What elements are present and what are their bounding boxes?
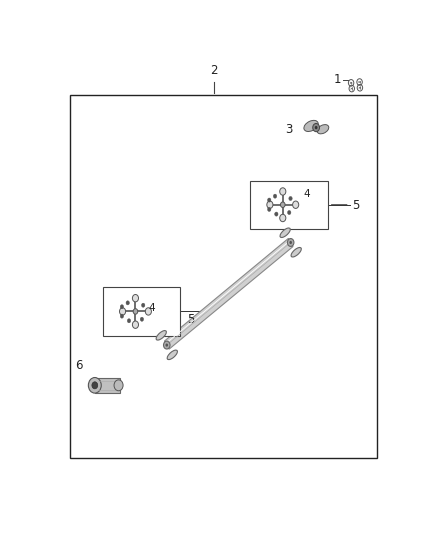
Circle shape — [293, 201, 299, 208]
Circle shape — [268, 207, 271, 212]
Circle shape — [313, 124, 320, 132]
Circle shape — [315, 126, 318, 129]
Circle shape — [280, 188, 286, 195]
Text: 4: 4 — [148, 303, 155, 313]
Circle shape — [126, 301, 129, 305]
Circle shape — [114, 380, 123, 391]
Ellipse shape — [156, 330, 166, 340]
Circle shape — [92, 382, 98, 389]
Circle shape — [127, 319, 131, 323]
Circle shape — [268, 198, 271, 202]
Text: 4: 4 — [303, 189, 310, 199]
Circle shape — [120, 314, 124, 318]
Bar — [250, 181, 328, 229]
Text: 2: 2 — [210, 64, 217, 77]
Text: 5: 5 — [187, 313, 194, 326]
Circle shape — [141, 303, 145, 307]
Circle shape — [267, 201, 273, 208]
Ellipse shape — [317, 125, 329, 134]
Circle shape — [133, 309, 138, 314]
Circle shape — [280, 202, 285, 207]
Text: 3: 3 — [285, 123, 293, 136]
Circle shape — [120, 305, 124, 309]
Circle shape — [163, 341, 170, 349]
Polygon shape — [164, 238, 293, 349]
Circle shape — [287, 211, 291, 215]
Circle shape — [145, 308, 152, 315]
Circle shape — [166, 343, 168, 346]
Text: 5: 5 — [352, 199, 359, 212]
Circle shape — [88, 377, 101, 393]
Bar — [70, 95, 377, 458]
Circle shape — [120, 308, 126, 315]
Bar — [95, 377, 120, 393]
Text: 6: 6 — [75, 359, 83, 372]
Ellipse shape — [304, 120, 318, 132]
Circle shape — [275, 212, 278, 216]
Text: 1: 1 — [334, 73, 342, 86]
Bar — [103, 287, 180, 336]
Circle shape — [132, 321, 138, 328]
Ellipse shape — [291, 247, 301, 257]
Circle shape — [140, 317, 144, 321]
Ellipse shape — [280, 228, 290, 238]
Circle shape — [287, 239, 294, 246]
Circle shape — [290, 241, 292, 244]
Circle shape — [273, 194, 277, 198]
Circle shape — [132, 295, 138, 302]
Circle shape — [289, 197, 292, 200]
Circle shape — [280, 214, 286, 222]
Ellipse shape — [167, 350, 177, 360]
